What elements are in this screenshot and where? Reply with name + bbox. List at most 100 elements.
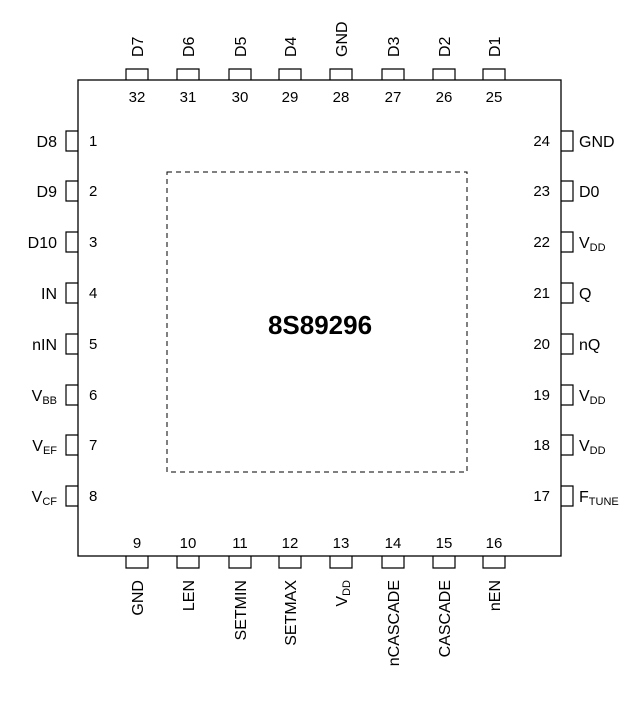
pin-name-vdd-22: VDD bbox=[579, 235, 606, 254]
pin-name-main: V bbox=[579, 438, 590, 455]
pin-number-4: 4 bbox=[89, 285, 97, 302]
pin-lead-27 bbox=[381, 68, 405, 80]
pin-name-main: V bbox=[334, 596, 351, 607]
package-body bbox=[77, 79, 562, 557]
pin-number-3: 3 bbox=[89, 234, 97, 251]
pin-number-31: 31 bbox=[180, 89, 197, 106]
pin-name-d7-32: D7 bbox=[130, 36, 147, 57]
pin-name-main: GND bbox=[130, 580, 147, 616]
pin-name-q-21: Q bbox=[579, 286, 591, 303]
pin-name-main: V bbox=[579, 388, 590, 405]
pin-name-d10-3: D10 bbox=[28, 235, 57, 252]
pin-number-9: 9 bbox=[133, 535, 141, 552]
exposed-pad-outline bbox=[166, 171, 468, 473]
pin-lead-10 bbox=[176, 556, 200, 569]
pin-lead-3 bbox=[65, 231, 78, 253]
pin-name-cascade-15: CASCADE bbox=[437, 580, 454, 657]
pin-name-main: IN bbox=[41, 286, 57, 303]
pin-number-30: 30 bbox=[232, 89, 249, 106]
pin-name-ftune-17: FTUNE bbox=[579, 489, 619, 508]
pin-name-ncascade-14: nCASCADE bbox=[386, 580, 403, 666]
pin-name-setmin-11: SETMIN bbox=[233, 580, 250, 640]
pin-name-d4-29: D4 bbox=[283, 36, 300, 57]
pin-name-vef-7: VEF bbox=[32, 438, 57, 457]
pin-lead-31 bbox=[176, 68, 200, 80]
pin-name-main: V bbox=[32, 438, 43, 455]
pin-name-subscript: DD bbox=[590, 445, 606, 457]
pin-lead-15 bbox=[432, 556, 456, 569]
pins-layer: 32D731D630D529D428GND27D326D225D19GND10L… bbox=[28, 21, 619, 666]
pin-name-main: D9 bbox=[37, 184, 58, 201]
pin-lead-7 bbox=[65, 434, 78, 456]
pin-number-13: 13 bbox=[333, 535, 350, 552]
pin-lead-8 bbox=[65, 485, 78, 507]
pin-lead-30 bbox=[228, 68, 252, 80]
pin-lead-11 bbox=[228, 556, 252, 569]
pin-lead-2 bbox=[65, 180, 78, 202]
pin-name-d8-1: D8 bbox=[37, 134, 58, 151]
pin-number-2: 2 bbox=[89, 183, 97, 200]
pin-number-7: 7 bbox=[89, 437, 97, 454]
pin-name-main: V bbox=[32, 388, 43, 405]
pin-lead-19 bbox=[561, 384, 574, 406]
pin-name-setmax-12: SETMAX bbox=[283, 580, 300, 646]
pin-number-28: 28 bbox=[333, 89, 350, 106]
pin-number-15: 15 bbox=[436, 535, 453, 552]
pin-name-subscript: DD bbox=[590, 242, 606, 254]
pin-name-len-10: LEN bbox=[181, 580, 198, 611]
pin-name-d3-27: D3 bbox=[386, 36, 403, 57]
pin-name-main: D4 bbox=[283, 36, 300, 57]
pin-name-main: Q bbox=[579, 286, 591, 303]
pin-number-1: 1 bbox=[89, 133, 97, 150]
pin-name-main: SETMIN bbox=[233, 580, 250, 640]
pin-lead-25 bbox=[482, 68, 506, 80]
pin-number-11: 11 bbox=[232, 535, 248, 552]
pin-name-main: nIN bbox=[32, 337, 57, 354]
pin-lead-5 bbox=[65, 333, 78, 355]
pin-name-main: D8 bbox=[37, 134, 58, 151]
pin-lead-29 bbox=[278, 68, 302, 80]
pin-name-main: CASCADE bbox=[437, 580, 454, 657]
pin-lead-28 bbox=[329, 68, 353, 80]
pin-number-21: 21 bbox=[533, 285, 550, 302]
pin-name-main: D2 bbox=[437, 36, 454, 57]
pin-name-subscript: TUNE bbox=[589, 496, 619, 508]
pin-lead-9 bbox=[125, 556, 149, 569]
pin-number-19: 19 bbox=[533, 387, 550, 404]
pin-lead-20 bbox=[561, 333, 574, 355]
pin-lead-4 bbox=[65, 282, 78, 304]
pin-name-d0-23: D0 bbox=[579, 184, 600, 201]
pin-name-d6-31: D6 bbox=[181, 36, 198, 57]
pin-name-main: D7 bbox=[130, 36, 147, 57]
pin-name-gnd-28: GND bbox=[334, 21, 351, 57]
pin-name-subscript: DD bbox=[590, 395, 606, 407]
pin-lead-21 bbox=[561, 282, 574, 304]
pin-number-18: 18 bbox=[533, 437, 550, 454]
pin-name-main: GND bbox=[579, 134, 615, 151]
pin-name-main: D10 bbox=[28, 235, 57, 252]
pin-name-vcf-8: VCF bbox=[32, 489, 58, 508]
pin-name-gnd-24: GND bbox=[579, 134, 615, 151]
pin-name-vdd-19: VDD bbox=[579, 388, 606, 407]
pin-name-vdd-18: VDD bbox=[579, 438, 606, 457]
pin-lead-13 bbox=[329, 556, 353, 569]
pin-name-main: F bbox=[579, 489, 589, 506]
pin-lead-24 bbox=[561, 130, 574, 152]
pin-name-gnd-9: GND bbox=[130, 580, 147, 616]
pin-name-vbb-6: VBB bbox=[32, 388, 57, 407]
pin-number-14: 14 bbox=[385, 535, 402, 552]
pin-number-8: 8 bbox=[89, 488, 97, 505]
pin-name-main: D1 bbox=[487, 36, 504, 57]
pin-number-5: 5 bbox=[89, 336, 97, 353]
pin-name-d9-2: D9 bbox=[37, 184, 58, 201]
pin-lead-22 bbox=[561, 231, 574, 253]
pin-lead-17 bbox=[561, 485, 574, 507]
pin-name-subscript: EF bbox=[43, 445, 57, 457]
pin-name-main: D5 bbox=[233, 36, 250, 57]
pin-lead-12 bbox=[278, 556, 302, 569]
pin-lead-23 bbox=[561, 180, 574, 202]
pin-name-main: V bbox=[579, 235, 590, 252]
pin-name-main: GND bbox=[334, 21, 351, 57]
pin-lead-6 bbox=[65, 384, 78, 406]
pin-name-main: SETMAX bbox=[283, 580, 300, 646]
